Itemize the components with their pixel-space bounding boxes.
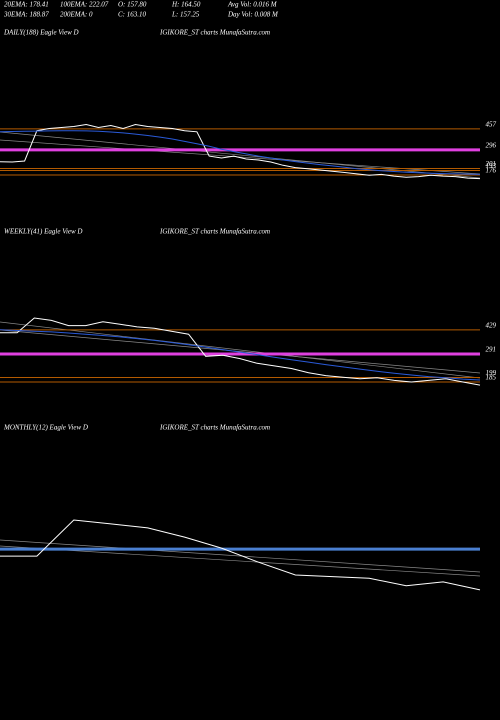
header-stat: O: 157.80: [118, 1, 147, 9]
level-label: 201: [486, 160, 497, 168]
level-label: 176: [486, 167, 497, 175]
header-stat: C: 163.10: [118, 11, 147, 19]
level-label: 296: [486, 141, 497, 149]
header-stat: 20EMA: 178.41: [4, 1, 49, 9]
header-stat: 100EMA: 222.07: [60, 1, 109, 9]
panel-title: WEEKLY(41) Eagle View D: [4, 228, 82, 236]
price-line: [0, 519, 481, 591]
level-label: 291: [486, 346, 497, 354]
header-stat: H: 164.50: [171, 1, 201, 9]
level-label: 429: [486, 322, 497, 330]
price-line: [0, 329, 481, 381]
panel-title: DAILY(188) Eagle View D: [3, 29, 79, 37]
level-label: 457: [486, 120, 497, 128]
header-stat: L: 157.25: [171, 11, 200, 19]
level-label: 185: [486, 374, 497, 382]
panel-subtitle: IGIKORE_ST charts MunafaSutra.com: [159, 29, 270, 37]
price-line: [0, 317, 481, 386]
level-label: 199: [486, 369, 497, 377]
header-stat: Day Vol: 0.008 M: [227, 11, 279, 19]
header-stat: 200EMA: 0: [60, 11, 93, 19]
level-label: 193: [486, 162, 497, 170]
panel-subtitle: IGIKORE_ST charts MunafaSutra.com: [159, 424, 270, 432]
header-stat: Avg Vol: 0.016 M: [227, 1, 278, 9]
panel-title: MONTHLY(12) Eagle View D: [3, 424, 88, 432]
panel-subtitle: IGIKORE_ST charts MunafaSutra.com: [159, 228, 270, 236]
header-stat: 30EMA: 188.87: [3, 11, 49, 19]
price-line: [0, 130, 481, 175]
price-line: [0, 123, 481, 180]
